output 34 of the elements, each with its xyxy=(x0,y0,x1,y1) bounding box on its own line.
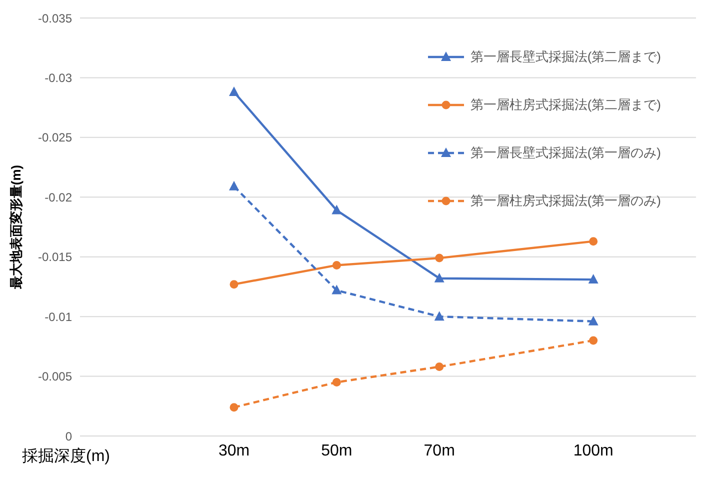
point xyxy=(589,336,598,345)
x-tick-label: 70m xyxy=(424,442,455,460)
y-tick-label: 0 xyxy=(65,429,72,444)
y-tick-label: -0.035 xyxy=(38,11,72,26)
legend-label: 第一層柱房式採掘法(第一層のみ) xyxy=(470,192,661,210)
y-tick-label: -0.015 xyxy=(38,250,72,264)
point xyxy=(332,260,341,270)
y-tick-label: -0.02 xyxy=(44,190,72,204)
legend-label: 第一層長壁式採掘法(第二層まで) xyxy=(470,48,661,66)
x-tick-label: 100m xyxy=(573,442,614,460)
point xyxy=(332,204,342,214)
y-tick-label: -0.005 xyxy=(38,370,72,384)
point xyxy=(229,86,239,96)
y-tick-label: -0.025 xyxy=(38,130,72,145)
legend-label: 第一層長壁式採掘法(第一層のみ) xyxy=(470,144,661,162)
point xyxy=(589,237,598,246)
x-tick-label: 30m xyxy=(218,442,250,460)
y-axis-title: 最大地表面変形量(m) xyxy=(8,164,24,290)
point xyxy=(434,272,444,282)
point xyxy=(435,362,444,371)
y-tick-label: -0.01 xyxy=(44,310,72,324)
point xyxy=(588,274,598,284)
legend-label: 第一層柱房式採掘法(第二層まで) xyxy=(470,96,661,114)
point xyxy=(435,254,444,262)
point xyxy=(230,403,238,412)
x-axis-title: 採掘深度(m) xyxy=(22,446,110,467)
point xyxy=(229,180,239,190)
point xyxy=(434,311,444,321)
point xyxy=(230,280,238,289)
point xyxy=(588,316,598,326)
y-tick-label: -0.03 xyxy=(44,70,72,85)
point xyxy=(332,284,342,294)
point xyxy=(332,378,341,387)
x-tick-label: 50m xyxy=(321,442,352,460)
